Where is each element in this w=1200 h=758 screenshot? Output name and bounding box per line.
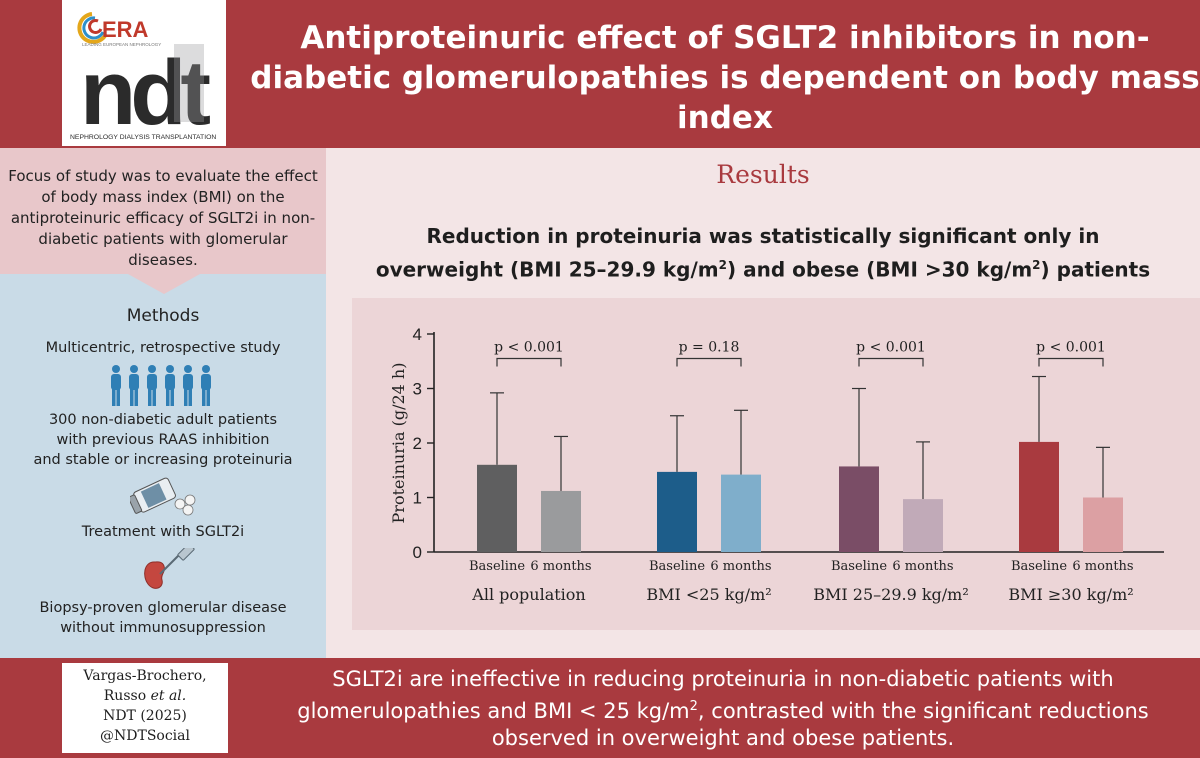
group-label: BMI ≥30 kg/m² — [1008, 585, 1133, 604]
bar-label: Baseline — [649, 559, 705, 574]
group-label: BMI 25–29.9 kg/m² — [813, 585, 969, 604]
study-design-text: Multicentric, retrospective study — [45, 340, 281, 356]
results-panel: Results Reduction in proteinuria was sta… — [326, 148, 1200, 658]
bar — [1083, 497, 1123, 552]
pill-bottle-icon — [130, 477, 196, 516]
citation-author-2: Russo et al. — [62, 686, 228, 706]
focus-box: Focus of study was to evaluate the effec… — [0, 148, 326, 274]
y-axis-title: Proteinuria (g/24 h) — [389, 363, 408, 524]
y-tick-label: 4 — [413, 325, 422, 344]
subtitle-sup-2: 2 — [1032, 258, 1041, 272]
bar — [1019, 441, 1059, 552]
subtitle-sup-1: 2 — [718, 258, 727, 272]
biopsy-line-1: Biopsy-proven glomerular disease — [39, 600, 287, 616]
p-value-label: p < 0.001 — [494, 340, 564, 356]
y-tick-label: 0 — [413, 543, 422, 562]
subtitle-line-2: overweight (BMI 25–29.9 kg/m2) and obese… — [326, 251, 1200, 285]
significance-bracket — [676, 357, 742, 367]
header: ERA LEADING EUROPEAN NEPHROLOGY ndt NEPH… — [0, 0, 1200, 148]
y-tick-label: 1 — [413, 489, 422, 508]
y-tick-label: 3 — [413, 380, 422, 399]
citation-box: Vargas-Brochero, Russo et al. NDT (2025)… — [62, 663, 228, 753]
conclusion-text: SGLT2i are ineffective in reducing prote… — [258, 666, 1188, 752]
patients-line-2: with previous RAAS inhibition — [56, 432, 270, 448]
subtitle-part-c: ) and obese (BMI >30 kg/m — [726, 257, 1033, 282]
group-label: All population — [471, 585, 585, 604]
bar — [721, 474, 761, 552]
bar — [903, 499, 943, 552]
focus-text: Focus of study was to evaluate the effec… — [8, 167, 318, 269]
bar-label: Baseline — [1011, 559, 1067, 574]
ndt-logo-subtext: NEPHROLOGY DIALYSIS TRANSPLANTATION — [70, 134, 216, 141]
treatment-text: Treatment with SGLT2i — [81, 524, 245, 540]
chart-container: 0 1 2 3 4 Proteinuria (g/24 h) Baseline 6 month… — [352, 298, 1200, 630]
subtitle-line-1: Reduction in proteinuria was statistical… — [426, 224, 1100, 248]
p-value-label: p = 0.18 — [679, 340, 740, 356]
conclusion-sup: 2 — [689, 699, 698, 714]
ndt-logo: ERA LEADING EUROPEAN NEPHROLOGY ndt NEPH… — [62, 0, 226, 146]
citation-author-2a: Russo — [103, 688, 151, 704]
conclusion-part-a: SGLT2i are ineffective in reducing prote… — [297, 667, 1114, 723]
people-icon — [111, 365, 211, 406]
bar-label: 6 months — [1072, 559, 1133, 574]
citation-etal: et al. — [150, 688, 187, 704]
significance-bracket — [858, 357, 924, 367]
bar-label: 6 months — [530, 559, 591, 574]
biopsy-line-2: without immunosuppression — [60, 620, 266, 636]
era-logo-subtext: LEADING EUROPEAN NEPHROLOGY — [82, 42, 161, 47]
methods-title: Methods — [126, 306, 200, 326]
study-summary-panel: Focus of study was to evaluate the effec… — [0, 148, 326, 658]
results-title: Results — [716, 160, 810, 189]
bar — [839, 466, 879, 552]
footer: Vargas-Brochero, Russo et al. NDT (2025)… — [0, 658, 1200, 758]
bar-label: 6 months — [710, 559, 771, 574]
p-value-label: p < 0.001 — [856, 340, 926, 356]
subtitle-part-a: overweight (BMI 25–29.9 kg/m — [375, 257, 719, 282]
bar — [477, 464, 517, 552]
group-label: BMI <25 kg/m² — [646, 585, 771, 604]
ndt-logo-text: ndt — [80, 42, 210, 144]
bar-label: Baseline — [469, 559, 525, 574]
kidney-biopsy-icon — [144, 548, 195, 589]
citation-author-1: Vargas-Brochero, — [83, 668, 207, 684]
era-swirl-icon — [77, 12, 108, 44]
conclusion-part-b: , contrasted with the significant reduct… — [491, 699, 1149, 750]
focus-arrow — [128, 274, 200, 294]
subtitle-part-e: ) patients — [1040, 257, 1151, 282]
citation-journal: NDT (2025) — [103, 708, 187, 724]
page-title: Antiproteinuric effect of SGLT2 inhibito… — [250, 20, 1200, 136]
bar-label: Baseline — [831, 559, 887, 574]
citation-social: @NDTSocial — [100, 728, 190, 744]
p-value-label: p < 0.001 — [1036, 340, 1106, 356]
era-logo-text: ERA — [102, 17, 149, 42]
patients-line-1: 300 non-diabetic adult patients — [48, 412, 278, 428]
significance-bracket — [496, 357, 562, 367]
bar — [541, 490, 581, 552]
bar — [657, 471, 697, 552]
patients-line-3: and stable or increasing proteinuria — [33, 452, 293, 468]
ndt-logo-graphic: ERA LEADING EUROPEAN NEPHROLOGY ndt NEPH… — [70, 12, 216, 144]
results-subtitle: Reduction in proteinuria was statistical… — [326, 222, 1200, 285]
bar-label: 6 months — [892, 559, 953, 574]
y-tick-label: 2 — [413, 434, 422, 453]
significance-bracket — [1038, 357, 1104, 367]
proteinuria-bar-chart: 0 1 2 3 4 Proteinuria (g/24 h) Baseline 6 month… — [389, 325, 1164, 604]
